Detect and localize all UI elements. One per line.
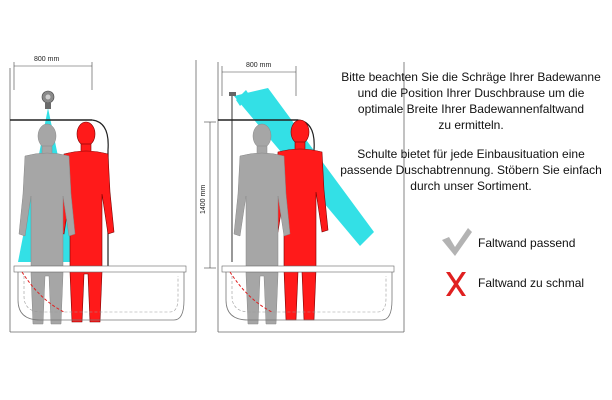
- left-width-label: 800 mm: [34, 56, 60, 63]
- right-height-label: 1400 mm: [200, 184, 207, 214]
- legend-ok-label: Faltwand passend: [478, 236, 576, 250]
- shower-head-icon: [41, 90, 55, 109]
- legend-bad-label: Faltwand zu schmal: [478, 276, 585, 290]
- left-panel: [9, 60, 197, 333]
- intro-paragraph: Bitte beachten Sie die Schräge Ihrer Bad…: [341, 70, 601, 132]
- legend-bad: Faltwand zu schmal: [438, 268, 584, 298]
- legend-ok: Faltwand passend: [438, 228, 575, 258]
- right-width-label: 800 mm: [246, 62, 272, 69]
- check-icon: [442, 228, 472, 256]
- assortment-paragraph: Schulte bietet für jede Einbausituation …: [340, 147, 602, 193]
- cross-icon: [446, 272, 466, 296]
- right-panel: [204, 62, 405, 333]
